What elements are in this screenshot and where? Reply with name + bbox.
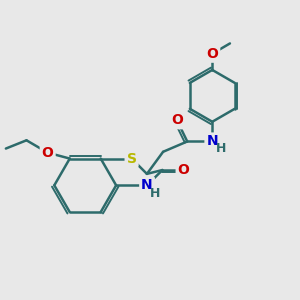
Text: S: S	[127, 152, 136, 166]
Text: O: O	[42, 146, 54, 160]
Text: O: O	[206, 47, 218, 61]
Text: N: N	[141, 178, 153, 192]
Text: O: O	[171, 113, 183, 127]
Text: H: H	[216, 142, 226, 155]
Text: N: N	[206, 134, 218, 148]
Text: H: H	[149, 187, 160, 200]
Text: O: O	[178, 163, 190, 177]
